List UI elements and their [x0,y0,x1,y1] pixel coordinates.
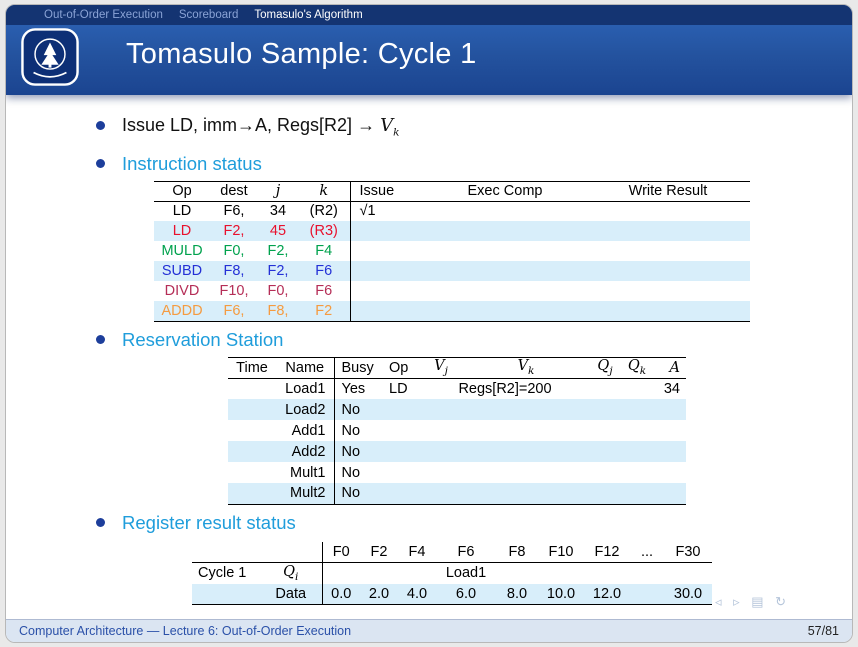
col-vj: Vj [420,357,462,379]
rs-row: Load1 Yes LD Regs[R2]=200 34 [228,378,686,400]
col-f8: F8 [496,541,538,564]
instruction-row: LD F2, 45 (R3) [154,221,750,242]
rs-row: Mult1 No [228,462,686,484]
nav-item-out-of-order-execution[interactable]: Out-of-Order Execution [44,9,163,21]
rs-row: Add2 No [228,441,686,463]
slide-title: Tomasulo Sample: Cycle 1 [126,38,477,70]
section-instruction-status: Instruction status [96,151,828,176]
col-f2: F2 [360,541,398,564]
section-title: Instruction status [122,152,262,174]
instruction-row: LD F6, 34 (R2) √1 [154,201,750,222]
register-result-status-table: F0 F2 F4 F6 F8 F10 F12 ... F30 Cycle 1 Q… [192,541,712,606]
register-header-row: F0 F2 F4 F6 F8 F10 F12 ... F30 [192,541,712,564]
bullet-icon [96,334,105,344]
university-logo-icon [21,28,79,86]
issue-line: Issue LD, imm→A, Regs[R2] → Vk [122,113,399,146]
section-title: Reservation Station [122,328,284,350]
col-dest: dest [210,181,258,202]
col-f0: F0 [321,541,360,564]
page-number: 57/81 [807,624,839,638]
slide-content: Issue LD, imm→A, Regs[R2] → Vk Instructi… [6,95,852,606]
instruction-status-table: Op dest j k Issue Exec Comp Write Result… [154,180,750,322]
slide: Out-of-Order Execution Scoreboard Tomasu… [5,4,853,643]
instruction-row: ADDD F6, F8, F2 [154,301,750,322]
rs-row: Add1 No [228,420,686,442]
col-f30: F30 [664,541,712,564]
cycle-label: Cycle 1 [198,565,247,582]
data-row: Data 0.0 2.0 4.0 6.0 8.0 10.0 12.0 30.0 [192,583,712,605]
f6-qi-value: Load1 [445,565,487,582]
bullet-icon [96,121,105,130]
col-qk: Qk [620,357,654,379]
issue-check: √1 [349,201,424,222]
bullet-icon [96,517,105,527]
col-name: Name [276,357,334,379]
issue-text: Issue LD, imm→A, Regs[R2] → [122,115,381,135]
col-write-result: Write Result [586,181,750,202]
section-register-result-status: Register result status [96,510,828,535]
col-ellipsis: ... [630,541,664,564]
col-qj: Qj [590,357,620,379]
nav-item-scoreboard[interactable]: Scoreboard [178,9,239,21]
qi-row: Cycle 1 Qi Load1 [192,562,712,584]
vj-vk-value: Regs[R2]=200 [458,380,552,397]
col-f12: F12 [584,541,630,564]
footer-course-title: Computer Architecture — Lecture 6: Out-o… [19,624,352,638]
bullet-icon [96,158,105,168]
section-nav: Out-of-Order Execution Scoreboard Tomasu… [6,5,852,25]
col-k: k [298,181,350,202]
col-a: A [654,357,686,379]
nav-item-tomasulos-algorithm[interactable]: Tomasulo's Algorithm [254,9,363,21]
footer-bar: Computer Architecture — Lecture 6: Out-o… [6,619,852,642]
instruction-row: MULD F0, F2, F4 [154,241,750,262]
qi-label: Qi [283,563,299,583]
beamer-nav-symbols[interactable]: ◃ ▹ ▤ ↻ [714,594,790,609]
reservation-station-table: Time Name Busy Op Vj Vk Qj Qk A Load1 Yes… [228,356,686,505]
instruction-row: DIVD F10, F0, F6 [154,281,750,302]
data-label: Data [275,585,307,602]
bullet-issue: Issue LD, imm→A, Regs[R2] → Vk [96,113,828,146]
rs-row: Load2 No [228,399,686,421]
col-f6: F6 [436,541,496,564]
section-reservation-station: Reservation Station [96,327,828,352]
col-j: j [258,181,298,202]
col-op: Op [382,357,420,379]
instruction-header-row: Op dest j k Issue Exec Comp Write Result [154,181,750,202]
vk-math: Vk [380,115,400,139]
slide-header: Out-of-Order Execution Scoreboard Tomasu… [6,5,852,95]
rs-row: Mult2 No [228,483,686,505]
col-op: Op [154,181,210,202]
instruction-row: SUBD F8, F2, F6 [154,261,750,282]
col-busy: Busy [333,357,382,379]
section-title: Register result status [122,511,296,533]
col-f4: F4 [398,541,436,564]
col-issue: Issue [349,181,424,202]
col-exec-comp: Exec Comp [424,181,586,202]
col-vk: Vk [462,357,590,379]
col-f10: F10 [538,541,584,564]
col-time: Time [228,357,276,379]
rs-header-row: Time Name Busy Op Vj Vk Qj Qk A [228,357,686,379]
